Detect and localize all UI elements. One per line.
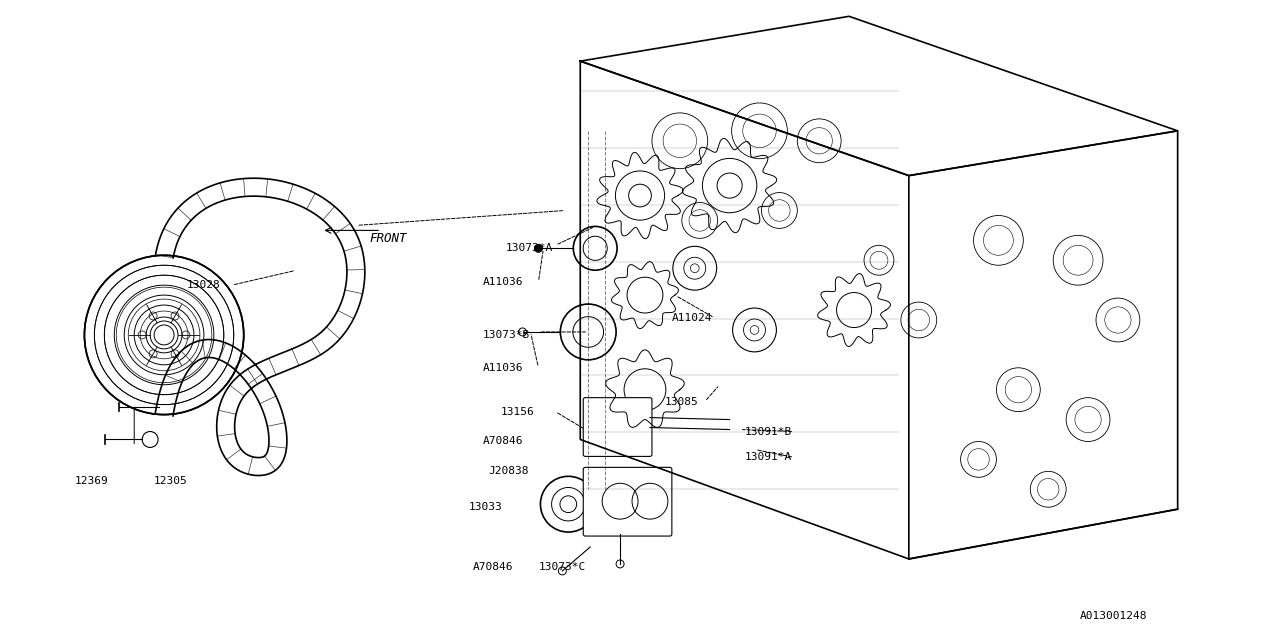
Text: A11024: A11024 [672,313,713,323]
Text: 12369: 12369 [74,476,109,486]
Text: 13091*B: 13091*B [745,426,792,436]
Text: 13156: 13156 [500,406,534,417]
Text: 13091*A: 13091*A [745,452,792,463]
Text: 13033: 13033 [468,502,503,512]
Text: A11036: A11036 [483,277,524,287]
Text: 13085: 13085 [664,397,699,406]
Text: 12305: 12305 [154,476,188,486]
Text: 13073*C: 13073*C [539,562,586,572]
Circle shape [732,308,777,352]
Text: 13073*B: 13073*B [483,330,530,340]
Text: 13028: 13028 [187,280,220,290]
Text: 13073*A: 13073*A [506,243,553,253]
Text: J20838: J20838 [489,467,529,476]
Circle shape [673,246,717,290]
Text: A11036: A11036 [483,363,524,372]
Text: A70846: A70846 [472,562,513,572]
Text: A70846: A70846 [483,436,524,447]
FancyBboxPatch shape [584,397,652,456]
Text: A013001248: A013001248 [1080,611,1148,621]
FancyBboxPatch shape [584,467,672,536]
Text: FRONT: FRONT [369,232,407,245]
Circle shape [535,244,543,252]
